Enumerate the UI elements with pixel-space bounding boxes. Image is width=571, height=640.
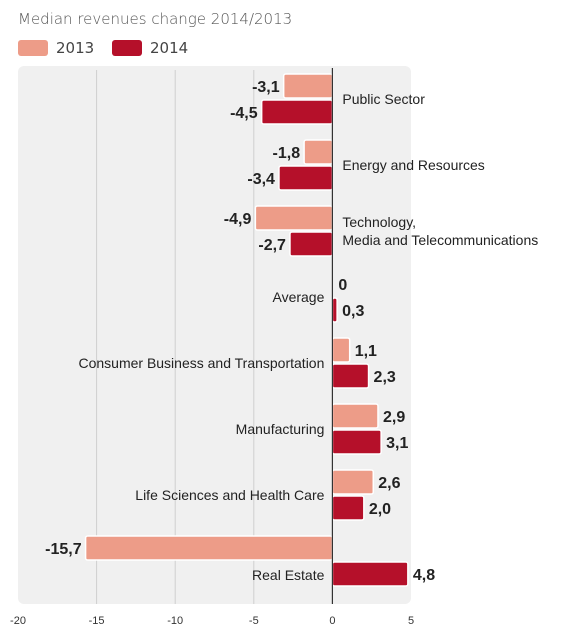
data-label: 2,0 — [369, 501, 391, 518]
bar-2014 — [331, 561, 409, 587]
data-label: -4,9 — [224, 211, 252, 228]
data-label: -1,8 — [273, 145, 301, 162]
legend-label-2014: 2014 — [150, 39, 189, 57]
legend-swatch-2014 — [112, 40, 142, 56]
bar-2014 — [331, 297, 338, 323]
category-label: Media and Telecommunications — [342, 232, 538, 248]
x-tick-label: -20 — [10, 615, 26, 627]
data-label: 2,9 — [383, 409, 405, 426]
data-label: -3,1 — [252, 79, 280, 96]
x-tick-label: 5 — [408, 615, 414, 627]
bar-2013 — [254, 205, 334, 231]
category-label: Public Sector — [342, 91, 425, 107]
bar-2014 — [331, 429, 382, 455]
category-label: Life Sciences and Health Care — [135, 487, 324, 503]
data-label: -3,4 — [247, 171, 275, 188]
bar-2014 — [331, 363, 370, 389]
legend-item-2013: 2013 — [18, 38, 94, 58]
bar-2014 — [278, 165, 334, 191]
x-tick-label: -5 — [249, 615, 259, 627]
data-label: -15,7 — [45, 541, 82, 558]
data-label: -2,7 — [258, 237, 286, 254]
category-label: Energy and Resources — [342, 157, 484, 173]
x-tick-label: 0 — [329, 615, 335, 627]
plot-background — [18, 66, 411, 604]
legend-label-2013: 2013 — [56, 39, 95, 57]
bar-2013 — [282, 73, 334, 99]
data-label: 3,1 — [386, 435, 408, 452]
legend-item-2014: 2014 — [112, 38, 188, 58]
bar-2014 — [260, 99, 334, 125]
category-label: Average — [272, 289, 324, 305]
data-label: 2,3 — [374, 369, 396, 386]
bar-2013 — [84, 535, 334, 561]
legend-swatch-2013 — [18, 40, 48, 56]
bar-2013 — [303, 139, 334, 165]
data-label: 2,6 — [378, 475, 400, 492]
chart-title: Median revenues change 2014/2013 — [18, 10, 293, 28]
category-label: Manufacturing — [236, 421, 325, 437]
x-tick-label: -15 — [89, 615, 105, 627]
bar-2013 — [331, 469, 375, 495]
x-tick-label: -10 — [167, 615, 183, 627]
data-label: -4,5 — [230, 105, 258, 122]
category-label: Consumer Business and Transportation — [78, 355, 324, 371]
category-label: Real Estate — [252, 567, 325, 583]
bar-2014 — [289, 231, 334, 257]
data-label: 0 — [338, 277, 347, 294]
bar-2013 — [331, 403, 379, 429]
category-label: Technology, — [342, 214, 416, 230]
data-label: 0,3 — [342, 303, 364, 320]
data-label: 4,8 — [413, 567, 435, 584]
bar-2014 — [331, 495, 365, 521]
data-label: 1,1 — [355, 343, 377, 360]
bar-2013 — [331, 337, 351, 363]
